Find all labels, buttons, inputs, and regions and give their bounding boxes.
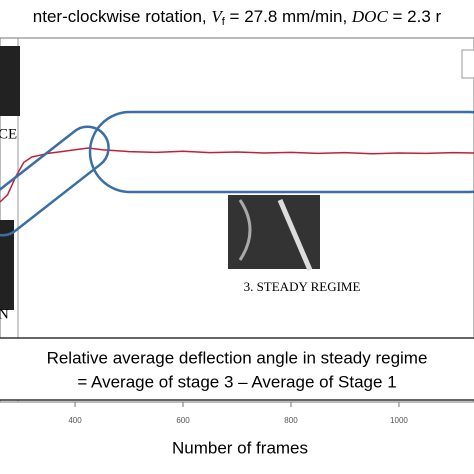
x-tick-label: 600 [176,416,190,425]
note-box [0,337,474,401]
annotation: 3. STEADY REGIME [244,279,361,294]
note-text: Relative average deflection angle in ste… [47,348,428,367]
highlight-oval [88,110,474,194]
x-tick-label: 400 [68,416,82,425]
photo [0,220,14,310]
data-line [0,147,474,203]
title-part: f [222,16,226,28]
x-axis-label: Number of frames [172,438,308,457]
title-part: DOC [351,7,389,26]
photo-detail [277,199,313,271]
title-part: = 27.8 mm/min, [225,7,352,26]
title-part: nter-clockwise rotation, [33,7,212,26]
x-tick-label: 800 [284,416,298,425]
x-tick-label: 1000 [390,416,408,425]
note-text: = Average of stage 3 – Average of Stage … [77,372,396,391]
photo-detail [238,199,252,261]
photo [0,46,20,116]
title-part: = 2.3 r [388,7,442,26]
annotation: N [0,306,9,322]
annotation: CE [0,126,17,142]
title-part: V [211,7,224,26]
highlight-oval [0,125,110,237]
plot-frame [0,37,474,403]
legend-box [461,49,474,79]
chart-title: nter-clockwise rotation, Vf = 27.8 mm/mi… [33,7,442,28]
